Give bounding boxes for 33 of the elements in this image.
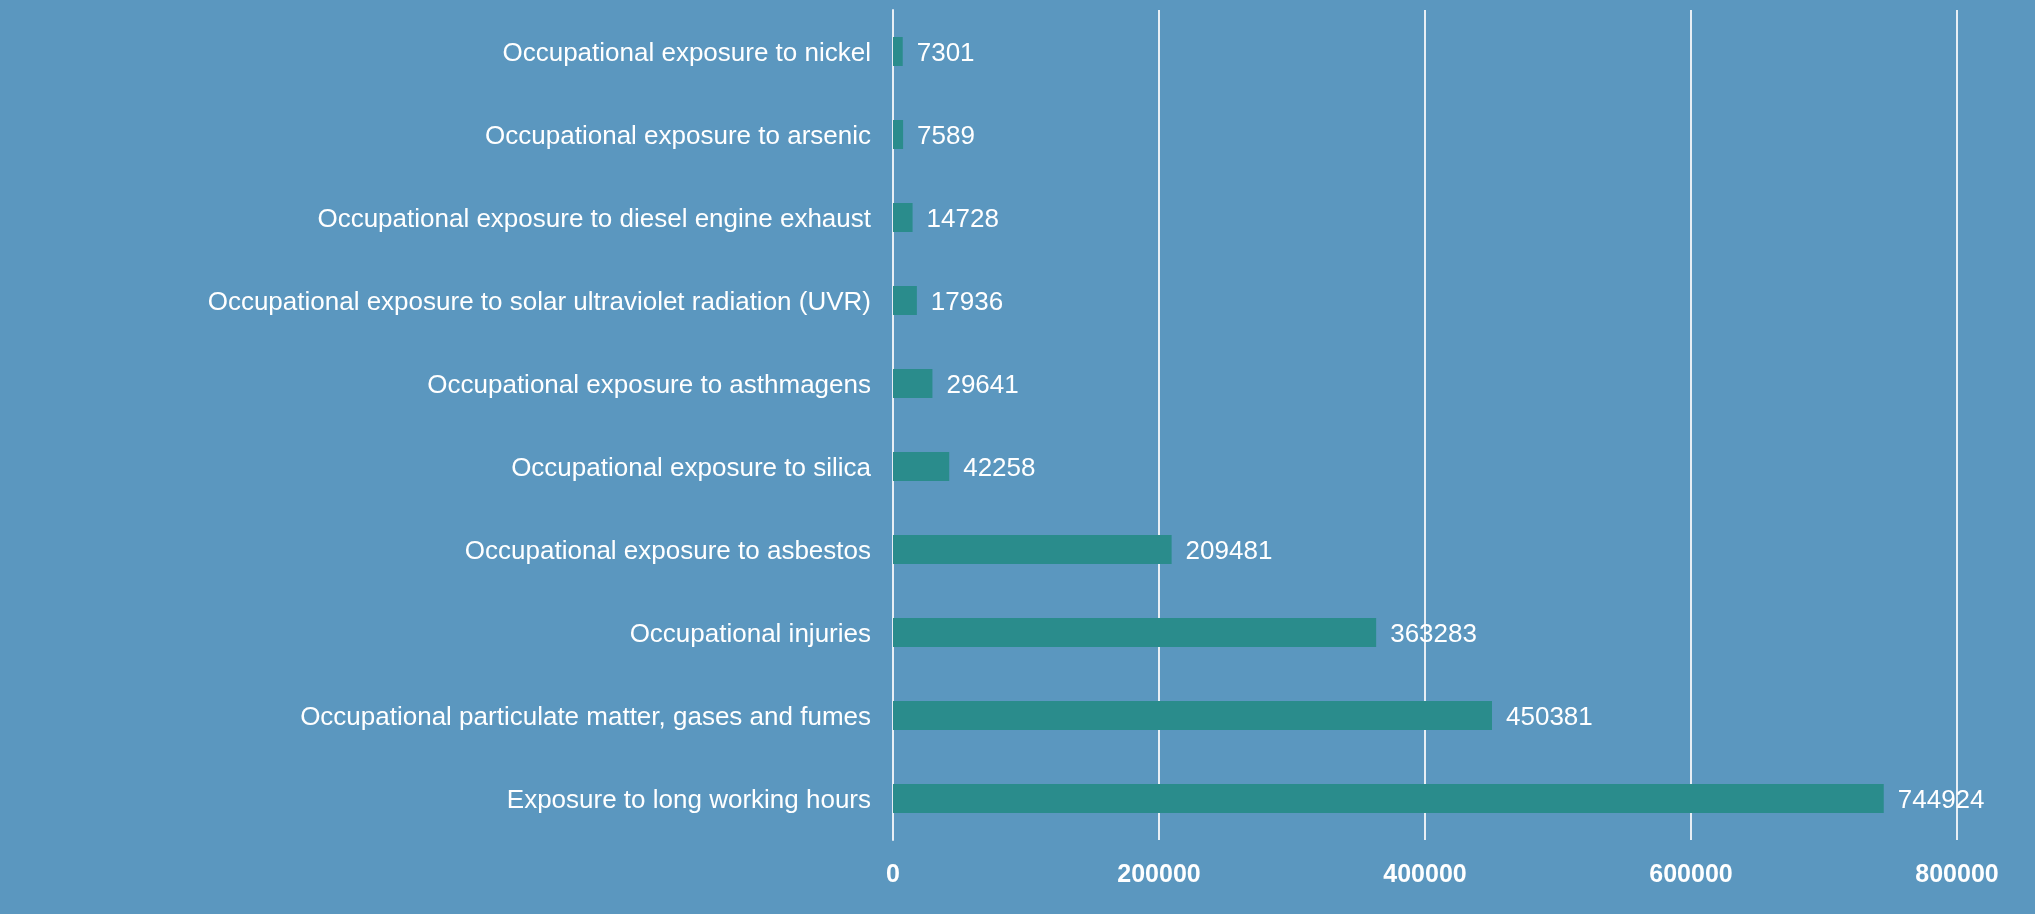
x-tick-label: 200000 [1117,858,1201,887]
bar [893,535,1172,564]
data-label: 7589 [917,119,975,150]
bar [893,452,950,481]
data-label: 17936 [930,285,1004,316]
y-tick-label: Occupational exposure to nickel [502,36,871,67]
data-label: 14728 [926,202,999,233]
bar [893,37,903,66]
y-tick-label: Occupational exposure to asbestos [464,534,871,565]
bar [893,618,1377,647]
x-tick-label: 800000 [1915,858,1999,887]
bar [893,369,933,398]
x-tick-label: 0 [886,858,900,887]
y-tick-label: Occupational particulate matter, gases and fumes [300,700,871,731]
y-tick-label: Occupational exposure to asthmagens [427,368,871,399]
x-tick-label: 400000 [1383,858,1467,887]
y-tick-label: Occupational exposure to solar ultraviolet radiation (UVR) [207,285,871,316]
data-label: 7301 [916,36,975,67]
y-tick-label: Exposure to long working hours [506,783,871,814]
bar [893,784,1884,813]
bar [893,203,913,232]
y-tick-label: Occupational exposure to diesel engine exhaust [317,202,872,233]
data-label: 209481 [1185,534,1273,565]
y-tick-label: Occupational exposure to silica [511,451,872,482]
data-label: 29641 [946,368,1019,399]
bar [893,286,917,315]
y-tick-label: Occupational exposure to arsenic [485,119,871,150]
x-tick-label: 600000 [1649,858,1733,887]
data-label: 42258 [963,451,1036,482]
y-tick-label: Occupational injuries [629,617,871,648]
bar [893,120,904,149]
data-label: 450381 [1506,700,1593,731]
bar [893,701,1493,730]
